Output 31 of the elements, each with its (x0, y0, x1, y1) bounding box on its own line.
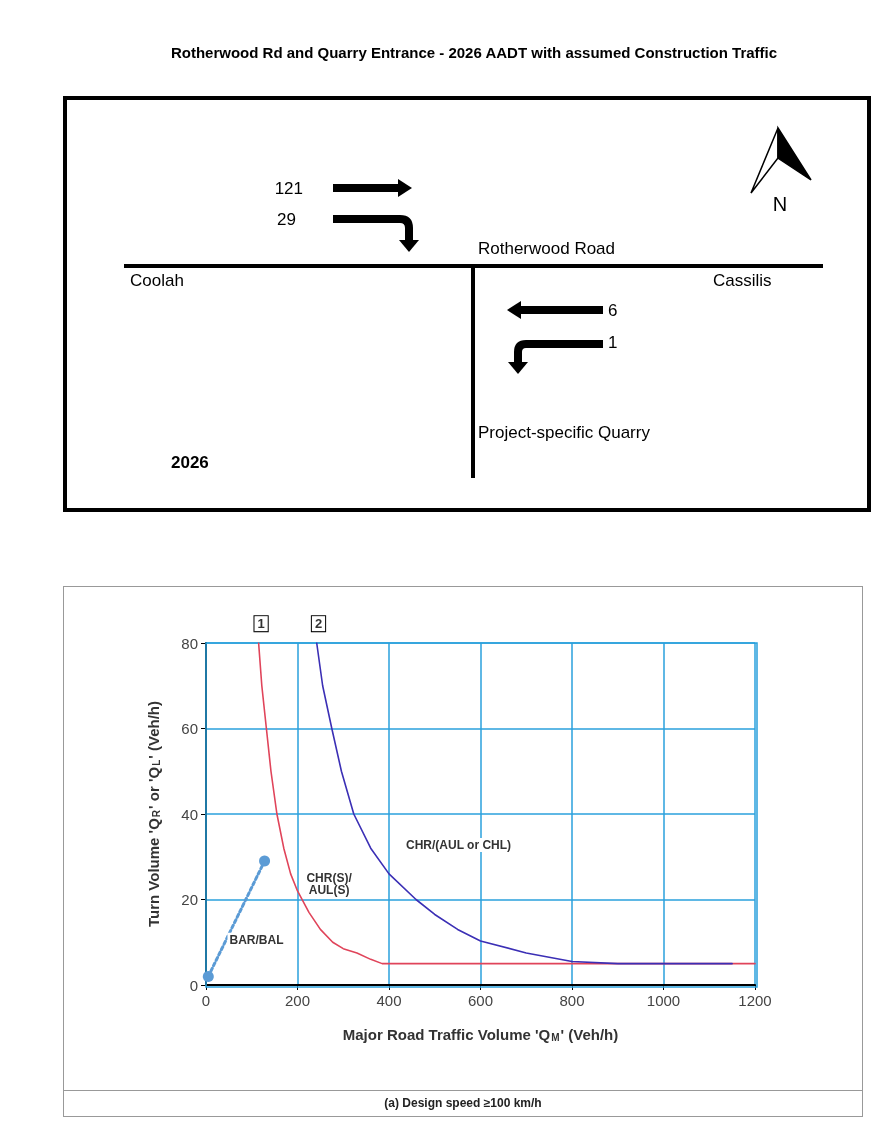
x-tick-label: 800 (559, 992, 585, 1009)
text: 1 (608, 333, 618, 353)
x-tick-label: 1000 (646, 992, 681, 1009)
text: Rotherwood Road (478, 239, 616, 259)
text: 1 (257, 616, 265, 632)
x-axis-title: Major Road Traffic Volume 'QM' (Veh/h) (342, 1026, 619, 1043)
y-tick-label: 0 (189, 976, 198, 994)
text: 2026 (171, 453, 209, 473)
text: Coolah (130, 271, 184, 291)
text: Project-specific Quarry (478, 423, 651, 443)
text: 29 (277, 210, 296, 230)
text: 2 (314, 616, 323, 632)
annotation: CHR(S)/ AUL(S) (306, 870, 353, 897)
text: Cassilis (713, 271, 772, 291)
y-tick-label: 40 (181, 805, 198, 823)
annotation: BAR/BAL (229, 932, 284, 947)
y-axis-title: Turn Volume 'QR' or 'QL' (Veh/h) (145, 700, 162, 928)
text: N (772, 193, 788, 216)
y-tick-label: 80 (181, 634, 198, 652)
text: 121 (274, 179, 303, 199)
x-tick-label: 600 (467, 992, 494, 1009)
text: Rotherwood Rd and Quarry Entrance - 2026 AADT with assumed Construction Traffic (170, 44, 778, 61)
y-tick-label: 20 (181, 891, 198, 908)
annotation: CHR/(AUL or CHL) (405, 838, 512, 853)
x-tick-label: 200 (284, 992, 311, 1009)
text: 6 (608, 301, 618, 321)
text: (a) Design speed ≥100 km/h (63, 1091, 863, 1117)
y-tick-label: 60 (181, 720, 198, 737)
x-tick-label: 400 (376, 992, 402, 1009)
x-tick-label: 0 (201, 992, 211, 1009)
x-tick-label: 1200 (738, 992, 772, 1009)
